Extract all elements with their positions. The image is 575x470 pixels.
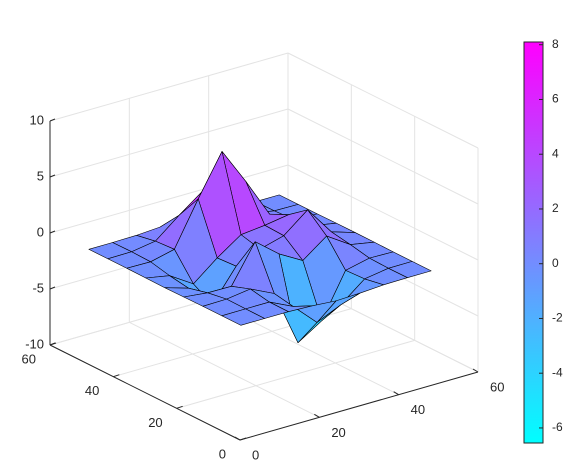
colorbar-tick-label: -4 bbox=[552, 365, 563, 379]
x-tick-label: 40 bbox=[411, 402, 425, 417]
y-tick-label: 20 bbox=[148, 415, 162, 430]
colorbar-tick-label: 2 bbox=[552, 201, 559, 215]
z-tick bbox=[49, 118, 56, 122]
x-tick-label: 20 bbox=[331, 425, 345, 440]
colorbar-tick-label: 8 bbox=[552, 37, 559, 51]
x-tick-label: 60 bbox=[490, 379, 504, 394]
colorbar-tick-label: 4 bbox=[552, 146, 559, 160]
y-tick-label: 60 bbox=[22, 351, 36, 366]
z-tick-label: 10 bbox=[30, 112, 44, 127]
y-tick-label: 0 bbox=[219, 446, 226, 461]
grid-line bbox=[49, 52, 289, 122]
y-tick bbox=[176, 405, 183, 409]
z-tick-label: -10 bbox=[25, 336, 44, 351]
x-tick bbox=[234, 436, 241, 441]
z-tick bbox=[49, 174, 56, 178]
x-tick bbox=[472, 368, 479, 373]
y-tick bbox=[49, 342, 57, 346]
z-tick-label: -5 bbox=[32, 280, 44, 295]
y-tick bbox=[113, 374, 120, 378]
colorbar-tick-label: -2 bbox=[552, 311, 563, 325]
grid-line bbox=[287, 108, 479, 205]
y-tick-label: 40 bbox=[85, 383, 99, 398]
x-tick bbox=[314, 413, 320, 418]
y-axis bbox=[49, 344, 241, 441]
colorbar-tick-label: -6 bbox=[552, 420, 563, 434]
x-tick bbox=[393, 391, 399, 396]
colorbar-tick-label: 6 bbox=[552, 92, 559, 106]
grid-line bbox=[49, 108, 289, 178]
grid-line bbox=[49, 164, 289, 234]
grid-line bbox=[287, 164, 479, 261]
x-tick-label: 0 bbox=[252, 447, 259, 462]
colorbar bbox=[523, 41, 544, 444]
colorbar-tick-label: 0 bbox=[552, 256, 559, 270]
x-axis bbox=[239, 371, 479, 441]
y-tick bbox=[239, 437, 247, 441]
grid-line bbox=[129, 321, 320, 418]
z-tick-label: 5 bbox=[37, 168, 44, 183]
surface-face bbox=[221, 308, 265, 326]
z-tick-label: 0 bbox=[37, 224, 44, 239]
axes-front: -10 -5 0 5 10 0 20 40 60 0 20 40 60 -6 -4 -2 0 2 4 6 8 bbox=[22, 37, 563, 463]
surface bbox=[88, 151, 432, 343]
grid-line bbox=[176, 339, 415, 409]
z-tick bbox=[49, 286, 56, 290]
z-tick bbox=[49, 230, 56, 234]
grid-line bbox=[287, 52, 479, 149]
